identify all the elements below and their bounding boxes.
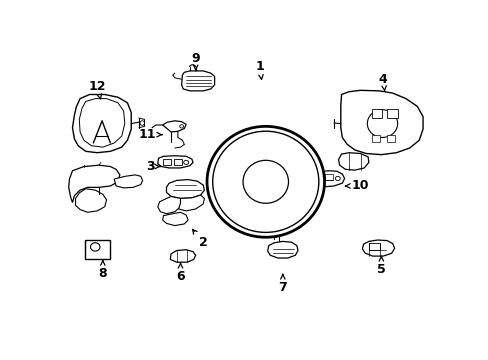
Bar: [84, 240, 110, 259]
Polygon shape: [181, 71, 214, 91]
Text: 6: 6: [176, 264, 184, 283]
Ellipse shape: [366, 110, 397, 138]
Polygon shape: [75, 189, 106, 212]
Bar: [232, 190, 241, 198]
Polygon shape: [340, 90, 422, 155]
Polygon shape: [178, 195, 204, 211]
Polygon shape: [68, 165, 120, 203]
Polygon shape: [158, 197, 180, 214]
Ellipse shape: [243, 160, 288, 203]
Bar: [368, 243, 380, 250]
Ellipse shape: [90, 243, 100, 251]
Bar: [371, 109, 382, 118]
Text: 4: 4: [378, 73, 387, 91]
Text: 10: 10: [345, 179, 368, 193]
Text: 12: 12: [88, 80, 106, 99]
Bar: [232, 168, 241, 176]
Polygon shape: [170, 250, 195, 262]
Bar: [232, 179, 241, 187]
Bar: [282, 190, 290, 198]
Text: 7: 7: [278, 274, 286, 294]
Polygon shape: [72, 94, 131, 153]
Polygon shape: [166, 180, 204, 198]
Polygon shape: [338, 153, 368, 170]
Bar: [386, 135, 395, 142]
Text: 3: 3: [145, 160, 160, 173]
Polygon shape: [267, 242, 297, 258]
Text: 8: 8: [98, 261, 107, 280]
Polygon shape: [309, 171, 344, 187]
Polygon shape: [163, 121, 186, 132]
Text: 2: 2: [192, 229, 207, 249]
Bar: [371, 135, 380, 142]
Text: 11: 11: [139, 128, 162, 141]
Ellipse shape: [212, 131, 318, 233]
Bar: [324, 174, 332, 180]
Polygon shape: [362, 240, 394, 256]
Bar: [282, 168, 290, 176]
Ellipse shape: [206, 126, 324, 237]
Bar: [173, 159, 182, 165]
Polygon shape: [163, 212, 188, 226]
Text: 5: 5: [376, 256, 385, 276]
Polygon shape: [158, 156, 193, 168]
Text: 1: 1: [255, 60, 264, 80]
Bar: [282, 179, 290, 187]
Bar: [163, 159, 171, 165]
Polygon shape: [114, 175, 142, 188]
Bar: [386, 109, 397, 118]
Bar: [314, 174, 322, 180]
Text: 9: 9: [191, 52, 200, 71]
